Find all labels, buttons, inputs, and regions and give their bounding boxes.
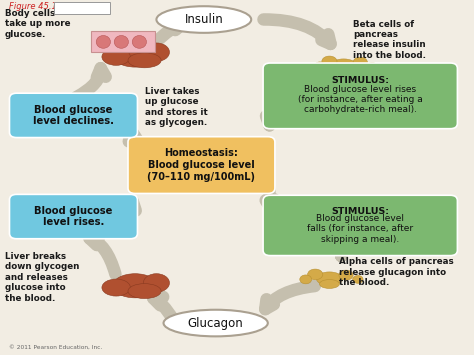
Ellipse shape <box>316 272 342 285</box>
Ellipse shape <box>156 6 251 33</box>
Ellipse shape <box>322 56 337 67</box>
Text: © 2011 Pearson Education, Inc.: © 2011 Pearson Education, Inc. <box>9 345 103 350</box>
Ellipse shape <box>330 59 356 72</box>
FancyBboxPatch shape <box>9 194 137 239</box>
Text: Figure 45.1: Figure 45.1 <box>9 2 57 11</box>
Text: Liver takes
up glucose
and stores it
as glycogen.: Liver takes up glucose and stores it as … <box>145 87 207 127</box>
Ellipse shape <box>102 279 130 296</box>
Ellipse shape <box>319 280 339 288</box>
Text: STIMULUS:: STIMULUS: <box>331 207 389 216</box>
Ellipse shape <box>112 274 157 298</box>
Text: Glucagon: Glucagon <box>188 317 244 329</box>
Ellipse shape <box>339 270 353 280</box>
Ellipse shape <box>164 310 268 337</box>
Ellipse shape <box>143 274 169 292</box>
Ellipse shape <box>308 269 323 280</box>
Text: Homeostasis:
Blood glucose level
(70–110 mg/100mL): Homeostasis: Blood glucose level (70–110… <box>147 148 255 182</box>
Ellipse shape <box>300 275 311 284</box>
Text: Blood glucose
level declines.: Blood glucose level declines. <box>33 105 114 126</box>
FancyBboxPatch shape <box>263 195 457 256</box>
Ellipse shape <box>132 36 146 48</box>
Ellipse shape <box>112 43 157 67</box>
Text: Blood glucose level rises
(for instance, after eating a
carbohydrate-rich meal).: Blood glucose level rises (for instance,… <box>298 84 423 114</box>
Text: Alpha cells of pancreas
release glucagon into
the blood.: Alpha cells of pancreas release glucagon… <box>339 257 454 287</box>
FancyBboxPatch shape <box>263 63 457 129</box>
FancyBboxPatch shape <box>91 31 155 52</box>
Ellipse shape <box>143 43 169 61</box>
Text: Body cells
take up more
glucose.: Body cells take up more glucose. <box>5 9 70 39</box>
Text: Blood glucose
level rises.: Blood glucose level rises. <box>34 206 113 227</box>
Text: Beta cells of
pancreas
release insulin
into the blood.: Beta cells of pancreas release insulin i… <box>353 20 426 60</box>
Text: STIMULUS:: STIMULUS: <box>331 76 389 85</box>
Text: Insulin: Insulin <box>184 13 223 26</box>
Text: Liver breaks
down glycogen
and releases
glucose into
the blood.: Liver breaks down glycogen and releases … <box>5 252 79 303</box>
FancyBboxPatch shape <box>9 93 137 137</box>
FancyBboxPatch shape <box>54 2 110 14</box>
Text: Blood glucose level
falls (for instance, after
skipping a meal).: Blood glucose level falls (for instance,… <box>307 214 413 244</box>
Ellipse shape <box>314 62 326 71</box>
Ellipse shape <box>114 36 128 48</box>
Ellipse shape <box>367 62 377 70</box>
Ellipse shape <box>334 67 354 75</box>
Ellipse shape <box>353 275 363 283</box>
FancyBboxPatch shape <box>128 137 275 193</box>
Ellipse shape <box>96 36 110 48</box>
Ellipse shape <box>353 57 367 67</box>
Ellipse shape <box>102 48 130 65</box>
Ellipse shape <box>128 284 161 299</box>
Ellipse shape <box>128 53 161 68</box>
